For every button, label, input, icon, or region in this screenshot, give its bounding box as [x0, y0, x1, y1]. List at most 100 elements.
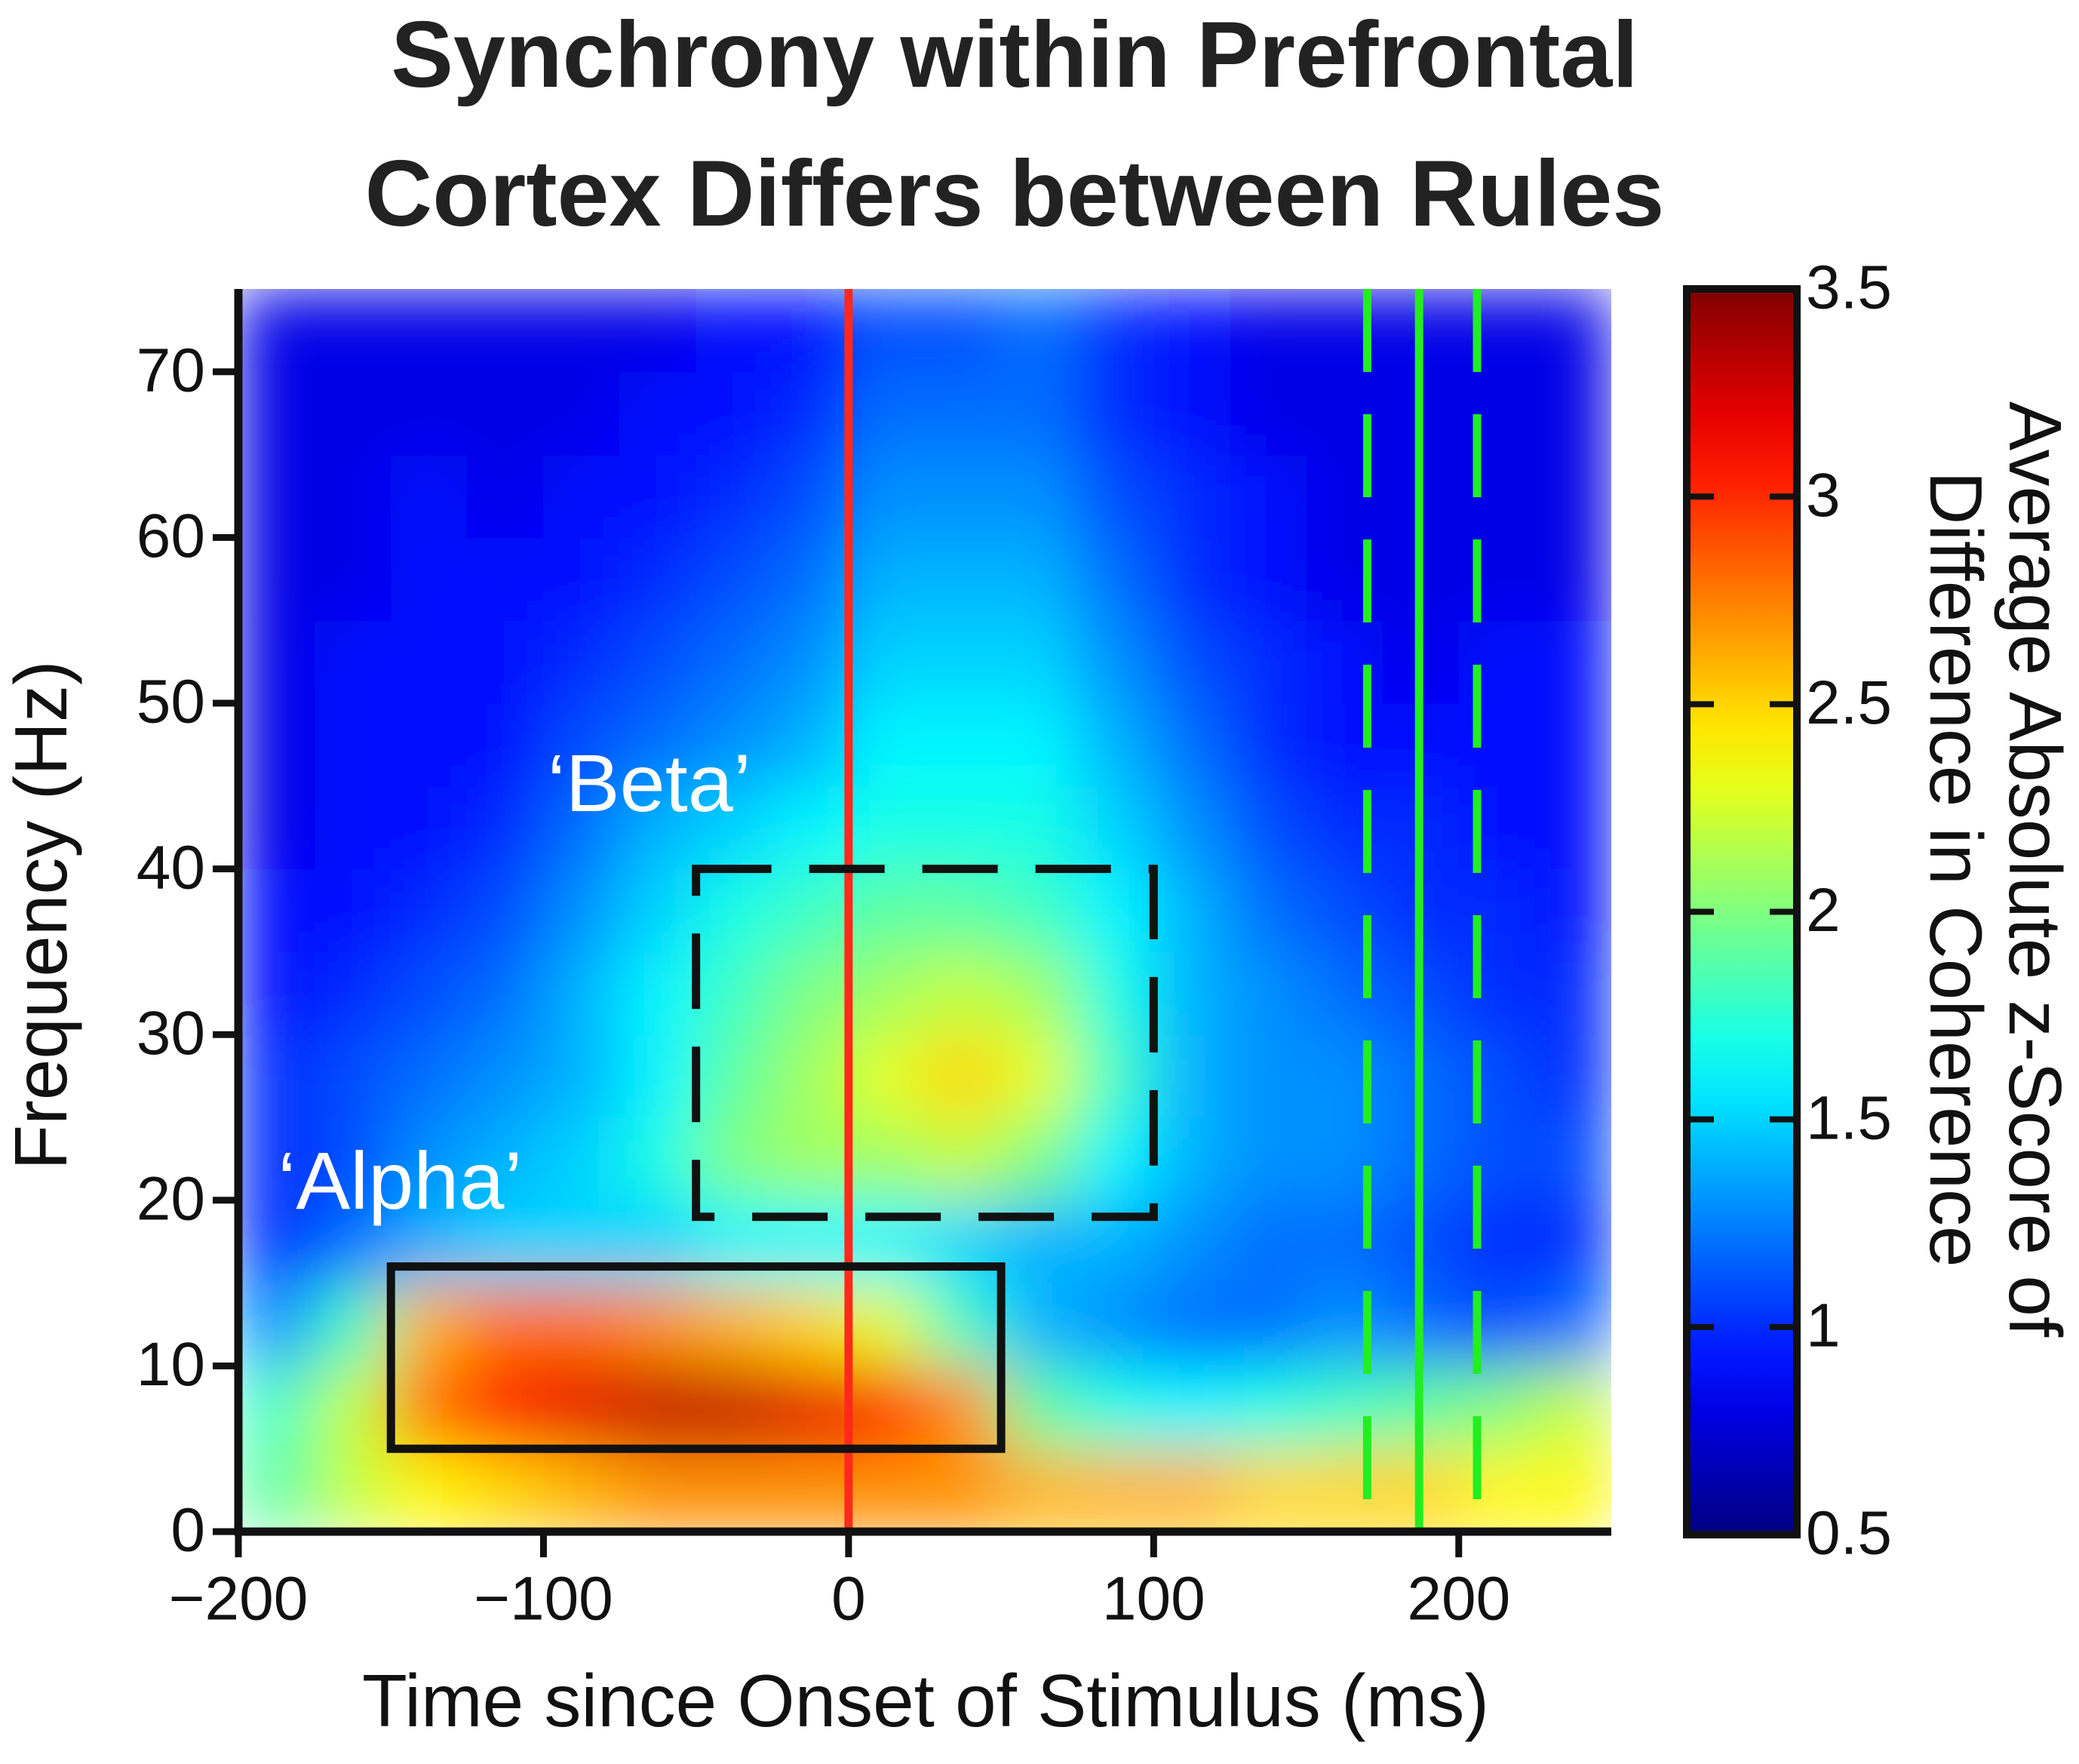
heatmap-cell	[314, 1448, 392, 1532]
heatmap-cell	[696, 1200, 773, 1284]
heatmap-cell	[696, 951, 773, 1035]
heatmap-cell	[772, 1448, 849, 1532]
colorbar-tick-label: 2.5	[1806, 668, 1892, 737]
heatmap-cell	[1458, 1448, 1536, 1532]
heatmap-cell	[1000, 289, 1078, 373]
heatmap-cell	[1076, 454, 1154, 538]
heatmap-cell	[1076, 536, 1154, 621]
heatmap-cell	[1229, 454, 1307, 538]
heatmap-cell	[1076, 1283, 1154, 1366]
heatmap-cell	[314, 868, 392, 952]
heatmap-cell	[1000, 536, 1078, 621]
heatmap-cell	[466, 289, 544, 373]
heatmap-cell	[619, 1283, 697, 1366]
heatmap-cell	[1076, 1365, 1154, 1449]
y-tick-label: 70	[137, 336, 205, 404]
heatmap-cell	[1534, 785, 1611, 870]
heatmap-cell	[390, 868, 468, 952]
heatmap-cell	[1000, 1448, 1078, 1532]
heatmap-cell	[1458, 1283, 1536, 1366]
heatmap-cell	[1153, 1200, 1230, 1284]
y-tick-label: 30	[137, 999, 205, 1068]
heatmap-cell	[1000, 1117, 1078, 1201]
region-box	[386, 1262, 1006, 1453]
heatmap-cell	[314, 1200, 392, 1284]
heatmap-cell	[772, 454, 849, 538]
heatmap-cell	[619, 1448, 697, 1532]
heatmap-cell	[238, 1200, 315, 1284]
heatmap-cell	[238, 951, 315, 1035]
heatmap-cell	[466, 1117, 544, 1201]
heatmap-cell	[1153, 1365, 1230, 1449]
heatmap-cell	[619, 619, 697, 704]
heatmap-cell	[772, 619, 849, 704]
heatmap-cell	[1458, 1117, 1536, 1201]
heatmap-cell	[238, 1365, 315, 1449]
heatmap-cell	[772, 1117, 849, 1201]
heatmap-cell	[1458, 868, 1536, 952]
colorbar-tick-label: 1	[1806, 1291, 1841, 1360]
heatmap-cell	[848, 785, 926, 870]
heatmap-cell	[924, 1283, 1002, 1366]
heatmap-cell	[238, 702, 315, 787]
heatmap-cell	[238, 1448, 315, 1532]
heatmap-cell	[1534, 868, 1611, 952]
heatmap-cell	[1458, 702, 1536, 787]
heatmap-cell	[1076, 1117, 1154, 1201]
heatmap-cell	[1458, 1365, 1536, 1449]
heatmap-cell	[924, 289, 1002, 373]
heatmap-cell	[924, 1365, 1002, 1449]
heatmap-cell	[1153, 1448, 1230, 1532]
heatmap-cell	[238, 371, 315, 456]
heatmap-cell	[1458, 785, 1536, 870]
heatmap-cell	[1229, 619, 1307, 704]
heatmap-cell	[1153, 868, 1230, 952]
heatmap-cell	[772, 1034, 849, 1118]
heatmap-cell	[1000, 1200, 1078, 1284]
heatmap-cell	[619, 454, 697, 538]
heatmap-cell	[238, 1283, 315, 1366]
heatmap-cell	[1153, 702, 1230, 787]
heatmap-cell	[1229, 1448, 1307, 1532]
heatmap-cell	[619, 1117, 697, 1201]
y-tick-label: 50	[137, 668, 205, 736]
heatmap-cell	[542, 702, 621, 787]
heatmap-cell	[314, 454, 392, 538]
colorbar: 0.5 1 1.5 2 2.5 3 3.5	[1683, 254, 1892, 1568]
heatmap-cell	[1229, 868, 1307, 952]
y-tick-label: 20	[137, 1164, 205, 1233]
heatmap-cell	[924, 868, 1002, 952]
heatmap-cell	[1076, 619, 1154, 704]
heatmap-cell	[1076, 289, 1154, 373]
heatmap-cell	[542, 619, 621, 704]
heatmap-cell	[390, 536, 468, 621]
heatmap-cell	[1153, 619, 1230, 704]
heatmap-cell	[1000, 868, 1078, 952]
heatmap-cell	[314, 702, 392, 787]
heatmap-cell	[1229, 1365, 1307, 1449]
heatmap-cell	[619, 1365, 697, 1449]
heatmap-cell	[466, 454, 544, 538]
heatmap-cell	[542, 1448, 621, 1532]
heatmap-cell	[466, 371, 544, 456]
heatmap-cell	[1000, 454, 1078, 538]
x-tick-label: −100	[474, 1565, 613, 1633]
heatmap-cell	[1458, 289, 1536, 373]
heatmap-cell	[1153, 785, 1230, 870]
heatmap-cell	[390, 1365, 468, 1449]
heatmap-cell	[848, 1283, 926, 1366]
heatmap-cell	[772, 371, 849, 456]
heatmap-cell	[1229, 785, 1307, 870]
heatmap-cell	[619, 868, 697, 952]
chart-title: Synchrony within Prefrontal	[391, 3, 1638, 107]
heatmap-cell	[1076, 1034, 1154, 1118]
heatmap-cell	[466, 868, 544, 952]
heatmap-cell	[696, 1034, 773, 1118]
heatmap-cell	[314, 951, 392, 1035]
heatmap-cell	[238, 785, 315, 870]
heatmap-cell	[238, 619, 315, 704]
heatmap-cell	[924, 951, 1002, 1035]
heatmap-cell	[1534, 702, 1611, 787]
heatmap-cell	[1534, 1283, 1611, 1366]
